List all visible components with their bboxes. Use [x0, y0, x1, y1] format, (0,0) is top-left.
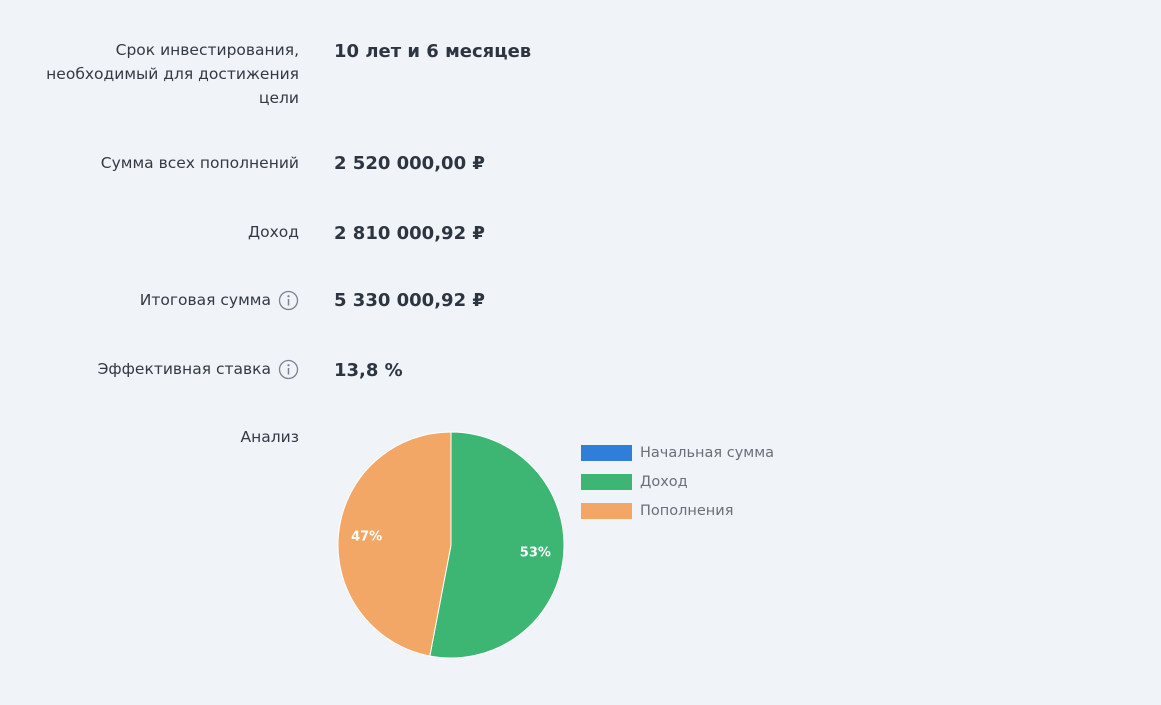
- info-icon[interactable]: [278, 359, 299, 380]
- info-icon[interactable]: [278, 290, 299, 311]
- result-label: Эффективная ставка: [97, 360, 271, 378]
- legend-label: Доход: [640, 474, 688, 490]
- result-value: 5 330 000,92 ₽: [334, 290, 485, 311]
- pie-slice: [337, 431, 452, 657]
- result-label: Срок инвестирования, необходимый для дос…: [46, 41, 299, 107]
- result-value: 13,8 %: [334, 360, 403, 381]
- result-label: Итоговая сумма: [139, 291, 271, 309]
- result-label: Сумма всех пополнений: [100, 154, 299, 172]
- legend-swatch: [581, 474, 632, 490]
- legend-swatch: [581, 445, 632, 461]
- legend-swatch: [581, 503, 632, 519]
- result-value: 2 810 000,92 ₽: [334, 223, 485, 244]
- result-value: 2 520 000,00 ₽: [334, 153, 485, 174]
- slice-label: 47%: [351, 530, 382, 545]
- slice-label: 53%: [520, 545, 551, 560]
- legend-label: Начальная сумма: [640, 445, 774, 461]
- legend-label: Пополнения: [640, 503, 733, 519]
- pie-slice: [429, 431, 565, 659]
- result-label: Доход: [248, 223, 299, 241]
- result-value: 10 лет и 6 месяцев: [334, 41, 532, 62]
- analysis-label: Анализ: [240, 428, 299, 446]
